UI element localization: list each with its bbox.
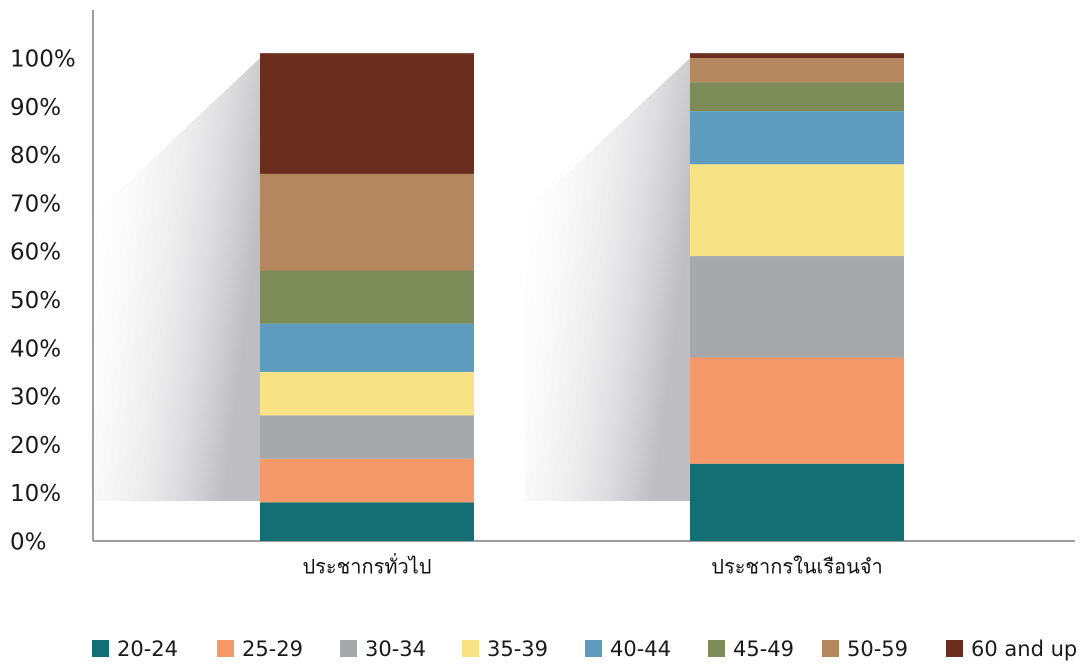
legend-label: 25-29	[242, 637, 303, 661]
bar-segment-40-44	[260, 323, 474, 372]
bar-segment-60-and-up	[690, 53, 904, 58]
y-axis-ticks: 0% 10% 20% 30% 40% 50% 60% 70% 80% 90% 100%	[10, 47, 76, 556]
legend-swatch	[340, 640, 357, 657]
bar-shadow	[95, 58, 260, 501]
bar-segment-45-49	[690, 82, 904, 112]
bar-stack-1	[260, 53, 474, 541]
y-tick-label: 90%	[10, 95, 61, 121]
legend-label: 45-49	[733, 637, 794, 661]
bar-segment-35-39	[690, 164, 904, 257]
legend-swatch	[217, 640, 234, 657]
bars: ประชากรทั่วไป ประชากรในเรือนจำ	[260, 53, 904, 579]
bar-segment-25-29	[260, 458, 474, 503]
bar-segment-30-34	[260, 415, 474, 459]
legend-label: 60 and up	[971, 637, 1077, 661]
bar-stack-2	[690, 53, 904, 541]
y-tick-label: 0%	[10, 530, 47, 556]
y-tick-label: 50%	[10, 288, 61, 314]
bar-segment-45-49	[260, 270, 474, 324]
y-tick-label: 80%	[10, 143, 61, 169]
bar-shadows	[95, 58, 690, 501]
legend-label: 50-59	[847, 637, 908, 661]
bar-segment-40-44	[690, 111, 904, 165]
legend-item: 20-24	[92, 637, 178, 661]
y-tick-label: 20%	[10, 433, 61, 459]
bar-segment-25-29	[690, 357, 904, 464]
bar-segment-60-and-up	[260, 53, 474, 174]
legend-swatch	[946, 640, 963, 657]
legend-item: 45-49	[708, 637, 794, 661]
legend-item: 40-44	[585, 637, 671, 661]
y-tick-label: 40%	[10, 336, 61, 362]
bar-shadow	[525, 58, 690, 501]
y-tick-label: 10%	[10, 481, 61, 507]
bar-segment-20-24	[690, 463, 904, 541]
legend-label: 35-39	[487, 637, 548, 661]
bar-segment-50-59	[690, 58, 904, 83]
bar-segment-50-59	[260, 173, 474, 271]
legend: 20-24 25-29 30-34 35-39 40-44 45-49 50-59 60 an…	[92, 637, 1077, 661]
bar-segment-20-24	[260, 502, 474, 541]
legend-item: 25-29	[217, 637, 303, 661]
axes	[92, 10, 1075, 542]
y-tick-label: 60%	[10, 240, 61, 266]
legend-swatch	[585, 640, 602, 657]
bar-segment-30-34	[690, 256, 904, 358]
legend-label: 20-24	[117, 637, 178, 661]
y-tick-label: 30%	[10, 385, 61, 411]
legend-swatch	[92, 640, 109, 657]
bar-segment-35-39	[260, 371, 474, 416]
y-tick-label: 70%	[10, 191, 61, 217]
legend-item: 35-39	[462, 637, 548, 661]
y-tick-label: 100%	[10, 47, 76, 73]
legend-swatch	[708, 640, 725, 657]
legend-item: 60 and up	[946, 637, 1077, 661]
x-category-label: ประชากรในเรือนจำ	[711, 555, 882, 579]
legend-item: 50-59	[822, 637, 908, 661]
legend-item: 30-34	[340, 637, 426, 661]
x-category-label: ประชากรทั่วไป	[302, 553, 431, 579]
legend-label: 40-44	[610, 637, 671, 661]
legend-swatch	[822, 640, 839, 657]
legend-swatch	[462, 640, 479, 657]
legend-label: 30-34	[365, 637, 426, 661]
